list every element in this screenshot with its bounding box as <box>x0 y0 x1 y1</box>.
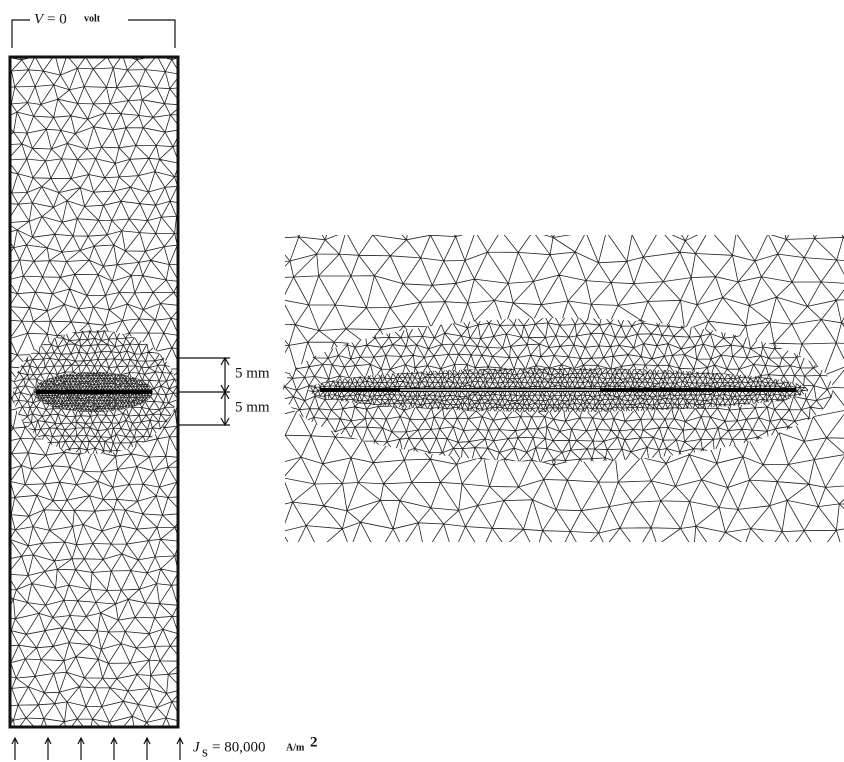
current-arrows <box>12 738 183 760</box>
bottom-unit-exponent: 2 <box>310 734 318 750</box>
top-unit: volt <box>84 13 101 24</box>
top-equation: = 0 <box>47 11 67 27</box>
bottom-equation: = 80,000 <box>212 739 265 755</box>
bottom-subscript: s <box>202 744 208 760</box>
top-symbol: V <box>34 11 45 27</box>
mesh-diagram: V = 0 volt 5 mm 5 mm J s = 80,000 A/m 2 <box>0 0 844 762</box>
gap-lower: 5 mm <box>235 399 270 415</box>
bottom-symbol: J <box>193 739 201 755</box>
dimension-lines <box>178 358 230 425</box>
bottom-unit: A/m <box>286 742 305 753</box>
gap-upper: 5 mm <box>235 365 270 381</box>
